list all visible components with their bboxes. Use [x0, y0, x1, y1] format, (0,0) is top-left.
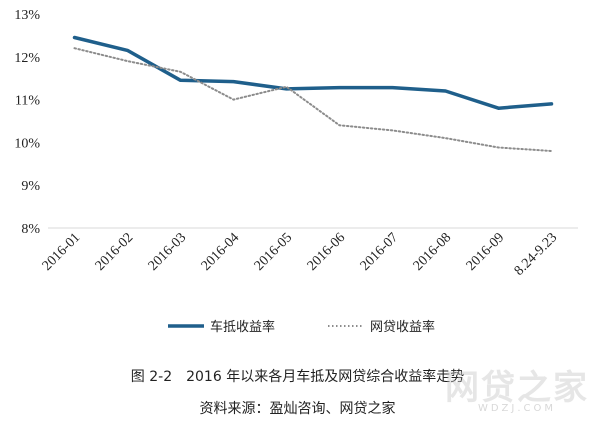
legend-label: 车抵收益率: [210, 319, 275, 335]
x-tick-label: 2016-09: [464, 230, 508, 274]
x-tick-label: 2016-03: [146, 230, 190, 274]
x-tick-label: 2016-05: [252, 230, 296, 274]
line-chart: 8%9%10%11%12%13% 2016-01 2016-02 2016-03 20…: [14, 8, 578, 335]
watermark-sub: WDZJ.COM: [477, 403, 557, 414]
series-line-p2p-yield: [73, 47, 553, 152]
y-tick-label: 12%: [14, 51, 40, 66]
x-tick-label: 2016-08: [411, 230, 455, 274]
x-tick-label: 2016-02: [93, 230, 137, 274]
y-tick-label: 11%: [15, 94, 40, 109]
y-tick-label: 8%: [21, 222, 40, 237]
x-tick-label: 2016-04: [199, 230, 243, 274]
x-tick-label: 2016-06: [305, 230, 349, 274]
series-line-car-loan-yield: [72, 35, 554, 110]
x-tick-label: 8.24-9.23: [512, 230, 561, 279]
source-note: 资料来源：盈灿咨询、网贷之家: [199, 401, 396, 417]
legend: 车抵收益率 网贷收益率: [168, 319, 435, 335]
x-tick-label: 2016-07: [358, 230, 402, 274]
y-tick-label: 10%: [14, 136, 40, 151]
watermark-logo: 网贷之家 WDZJ.COM: [445, 360, 589, 414]
x-tick-label: 2016-01: [40, 230, 84, 274]
legend-label: 网贷收益率: [370, 319, 435, 335]
y-tick-label: 13%: [14, 8, 40, 23]
y-axis: 8% 9% 10% 11% 12% 13%: [14, 8, 40, 237]
watermark-text: 网贷之家: [445, 368, 589, 408]
x-axis: 2016-01 2016-02 2016-03 2016-04 2016-05 2016-…: [40, 230, 561, 279]
y-tick-label: 9%: [21, 179, 40, 194]
series-group: [72, 35, 554, 152]
figure-caption: 图 2-2 2016 年以来各月车抵及网贷综合收益率走势: [130, 369, 465, 385]
